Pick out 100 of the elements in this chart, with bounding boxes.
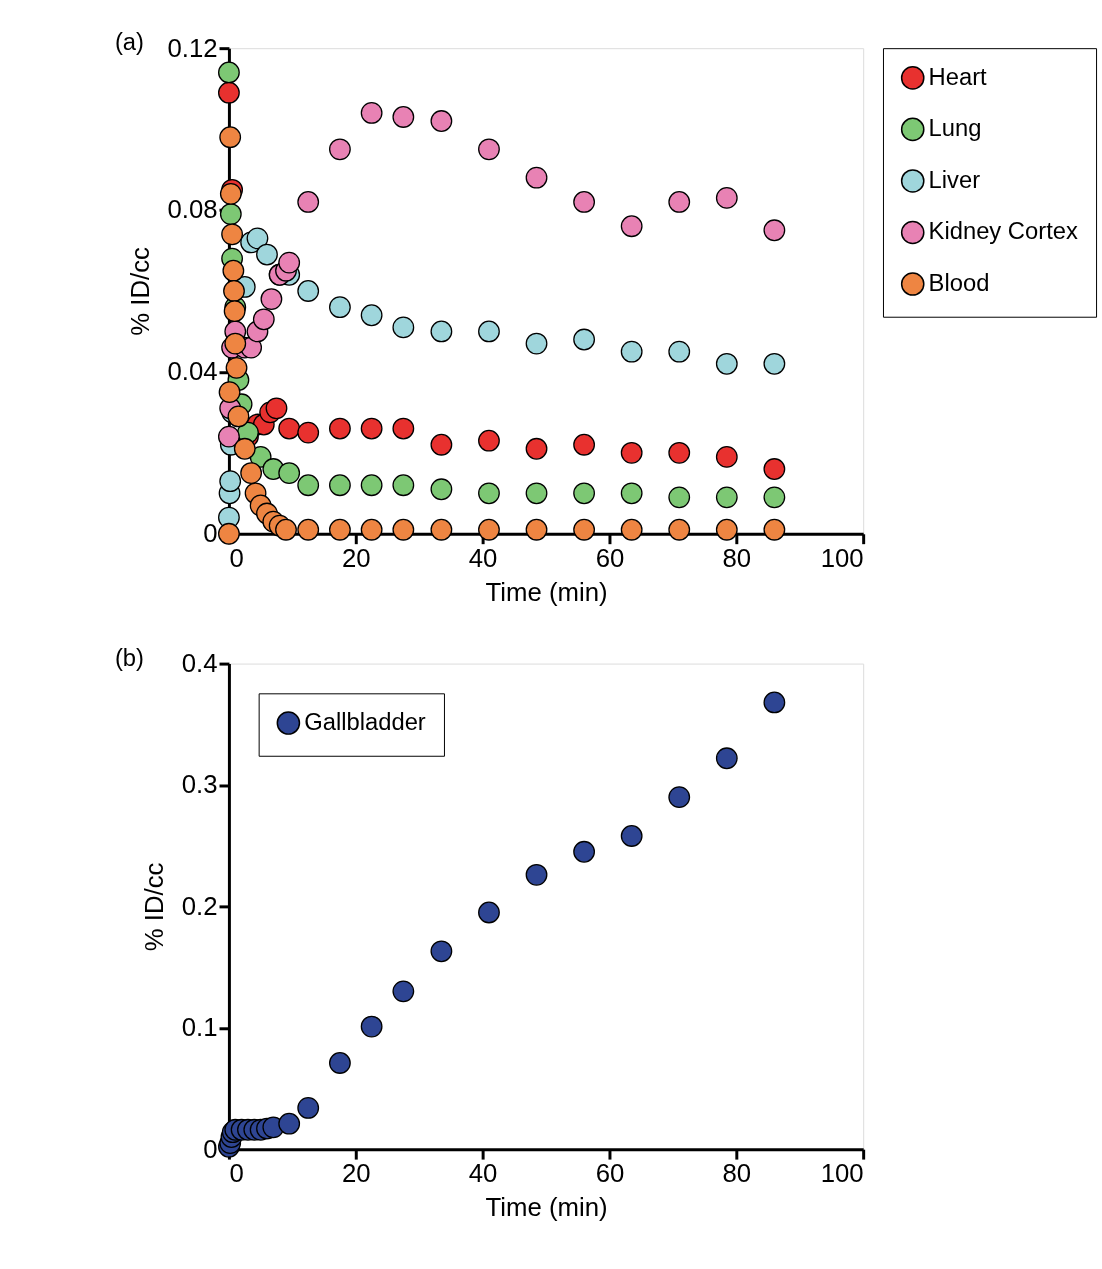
point xyxy=(297,191,320,213)
point xyxy=(392,518,415,541)
point xyxy=(221,223,244,246)
point xyxy=(668,486,691,509)
y-tick-label: 0.1 xyxy=(181,1013,218,1042)
x-axis-title: Time (min) xyxy=(485,1193,608,1222)
point xyxy=(328,518,351,541)
x-axis-title: Time (min) xyxy=(485,577,608,606)
point xyxy=(227,405,250,428)
point xyxy=(360,102,383,124)
point xyxy=(392,417,415,440)
point xyxy=(297,474,320,497)
y-tick-label: 0.3 xyxy=(181,770,218,799)
point xyxy=(297,518,320,541)
text: (b) xyxy=(114,643,144,671)
point xyxy=(223,280,245,302)
point xyxy=(478,429,500,452)
point xyxy=(328,417,351,440)
point xyxy=(763,486,786,509)
point xyxy=(478,138,500,161)
point xyxy=(715,518,738,541)
point xyxy=(219,126,242,149)
legend-label: Blood xyxy=(928,268,990,296)
x-tick-label: 100 xyxy=(820,1159,864,1188)
x-tick-label: 20 xyxy=(341,543,371,572)
point xyxy=(219,203,242,225)
point xyxy=(278,417,301,440)
point xyxy=(525,437,548,460)
point xyxy=(430,478,453,501)
point xyxy=(668,191,691,213)
point xyxy=(620,825,643,847)
point xyxy=(278,1112,301,1135)
point xyxy=(620,441,643,464)
point xyxy=(573,518,596,541)
legend-label: Gallbladder xyxy=(304,707,426,735)
point xyxy=(715,445,738,468)
point xyxy=(218,61,240,84)
point xyxy=(278,251,301,274)
x-tick-label: 0 xyxy=(229,543,244,572)
point xyxy=(233,437,256,460)
point xyxy=(430,518,453,541)
point xyxy=(256,243,278,266)
y-tick-label: 0.4 xyxy=(181,649,218,678)
point xyxy=(252,308,275,331)
y-tick-label: 0.08 xyxy=(167,195,218,224)
point xyxy=(260,288,283,310)
point xyxy=(525,863,548,886)
point xyxy=(715,187,738,209)
point xyxy=(360,474,383,497)
x-tick-label: 80 xyxy=(722,1159,752,1188)
point xyxy=(218,425,240,448)
point xyxy=(573,191,596,213)
y-axis-title: % ID/cc xyxy=(139,862,168,952)
point xyxy=(225,356,248,379)
x-tick-label: 80 xyxy=(722,543,752,572)
x-tick-label: 40 xyxy=(468,543,498,572)
point xyxy=(668,786,691,809)
point xyxy=(222,259,245,282)
legend-label: Liver xyxy=(928,165,981,193)
point xyxy=(328,138,351,161)
point xyxy=(430,940,453,963)
point xyxy=(392,980,415,1003)
point xyxy=(668,441,691,464)
y-tick-label: 0.2 xyxy=(181,891,218,920)
point xyxy=(430,433,453,456)
point xyxy=(525,482,548,505)
point xyxy=(360,304,383,327)
point xyxy=(218,381,241,404)
point xyxy=(573,840,596,863)
y-tick-label: 0.12 xyxy=(167,33,218,62)
point xyxy=(360,518,383,541)
point xyxy=(265,397,288,420)
point xyxy=(278,462,301,484)
point xyxy=(297,280,320,302)
point xyxy=(218,81,240,104)
point xyxy=(360,1015,383,1038)
point xyxy=(478,482,500,505)
x-tick-label: 20 xyxy=(341,1159,371,1188)
y-tick-label: 0 xyxy=(203,1134,218,1163)
point xyxy=(525,166,548,189)
legend-label: Heart xyxy=(928,62,988,90)
legend-label: Lung xyxy=(928,114,982,142)
point xyxy=(763,518,786,541)
x-tick-label: 0 xyxy=(229,1159,244,1188)
x-tick-label: 40 xyxy=(468,1159,498,1188)
point xyxy=(478,901,500,924)
point xyxy=(525,332,548,355)
point xyxy=(218,522,240,545)
point xyxy=(360,417,383,440)
y-tick-label: 0 xyxy=(203,519,218,548)
point xyxy=(297,1097,320,1119)
point xyxy=(668,518,691,541)
point xyxy=(763,458,786,480)
point xyxy=(275,518,297,541)
point xyxy=(392,316,415,339)
x-tick-label: 100 xyxy=(820,543,864,572)
point xyxy=(715,747,738,770)
point xyxy=(246,227,269,250)
point xyxy=(392,474,415,497)
point xyxy=(763,352,786,375)
